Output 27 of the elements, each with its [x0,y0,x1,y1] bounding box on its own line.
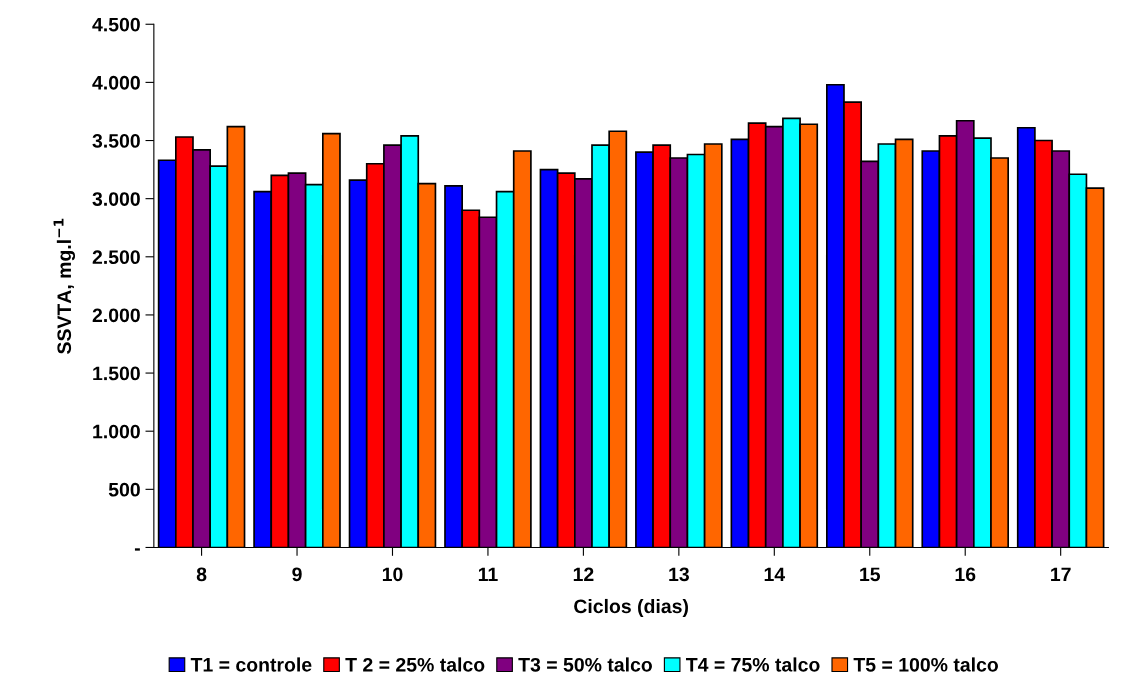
x-tick-label: 14 [764,567,786,582]
y-tick-label: 4.500 [92,17,140,32]
x-tick-label: 13 [669,567,689,582]
y-tick-label: - [134,548,140,551]
x-tick-label: 16 [955,567,976,582]
legend-label: T4 = 75% talco [686,657,820,672]
x-tick-label: 11 [478,567,498,582]
y-tick-label: 4.000 [92,75,140,90]
y-axis-title: SSVTA, mg.l$^{−1}$ [53,218,76,354]
x-tick-label: 9 [292,567,302,582]
y-tick-label: 3.000 [92,192,140,206]
legend-label: T3 = 50% talco [518,657,652,672]
legend-label: T1 = controle [190,657,312,672]
y-tick-label: 2.500 [92,250,140,265]
legend-label: T5 = 100% talco [853,657,998,672]
x-tick-label: 15 [860,567,881,582]
y-tick-label: 500 [108,482,140,497]
y-tick-label: 2.000 [92,308,140,323]
x-tick-label: 8 [196,567,207,582]
x-tick-label: 17 [1051,567,1071,582]
y-tick-label: 1.500 [93,366,140,381]
y-tick-label: 1.000 [93,424,140,439]
x-tick-label: 10 [382,567,403,582]
y-tick-label: 3.500 [92,133,140,148]
x-axis-title: Ciclos (dias) [574,598,688,618]
legend-label: T 2 = 25% talco [345,657,485,672]
x-tick-label: 12 [573,567,594,582]
